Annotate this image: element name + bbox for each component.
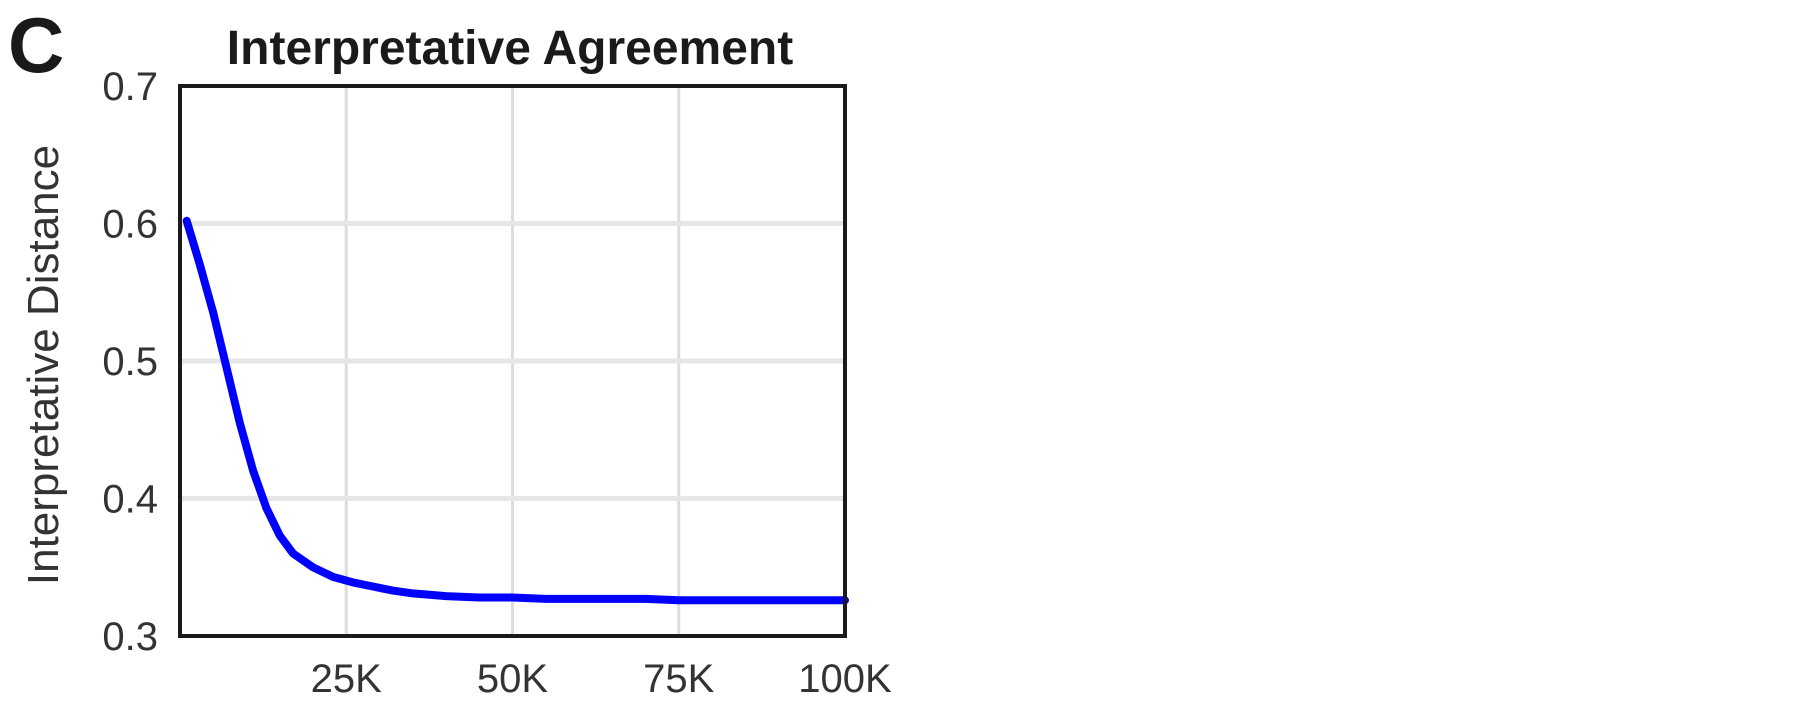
series-line (182, 216, 849, 605)
grid (180, 86, 845, 636)
y-tick-label: 0.7 (102, 65, 158, 109)
plot-frame (178, 84, 847, 638)
x-tick-label: 50K (477, 657, 548, 701)
tick-labels: 0.3 0.4 0.5 0.6 0.7 25K 50K 75K 100K (102, 65, 892, 701)
panel-label: C (8, 1, 65, 89)
y-axis-label: Interpretative Distance (19, 145, 68, 585)
x-tick-label: 100K (798, 657, 892, 701)
y-tick-label: 0.4 (102, 478, 158, 522)
chart-title: Interpretative Agreement (227, 22, 793, 75)
y-tick-label: 0.6 (102, 203, 158, 247)
y-tick-label: 0.3 (102, 615, 158, 659)
x-tick-label: 75K (643, 657, 714, 701)
x-tick-label: 25K (311, 657, 382, 701)
y-tick-label: 0.5 (102, 340, 158, 384)
series-group (182, 216, 849, 605)
